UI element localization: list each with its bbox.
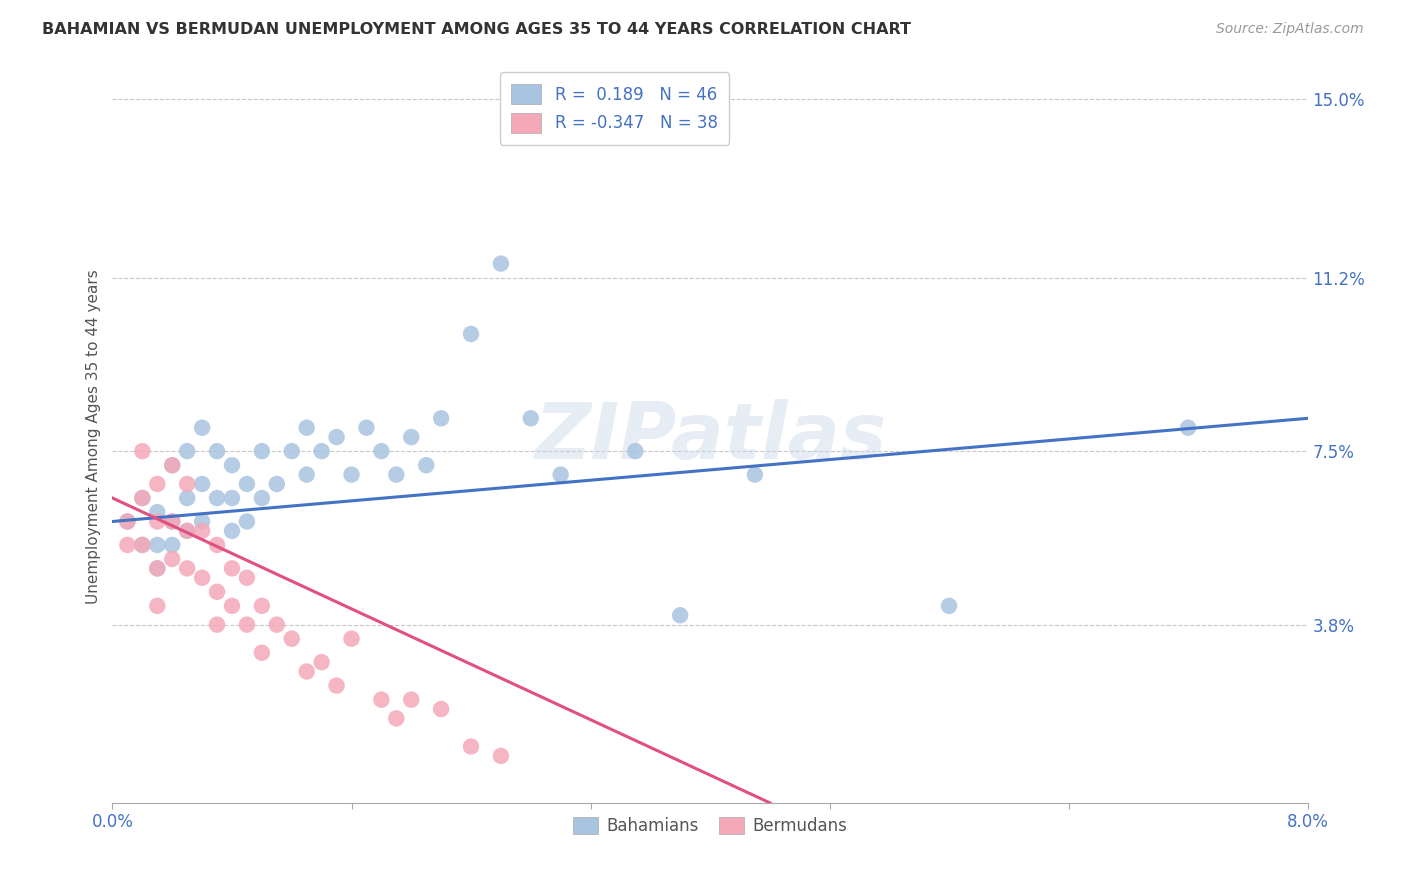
Point	[250, 491, 273, 505]
Point	[401, 692, 423, 706]
Text: Source: ZipAtlas.com: Source: ZipAtlas.com	[1216, 22, 1364, 37]
Point	[520, 411, 543, 425]
Point	[205, 538, 228, 552]
Point	[162, 515, 183, 529]
Point	[146, 561, 169, 575]
Point	[221, 458, 243, 473]
Point	[117, 538, 139, 552]
Point	[266, 477, 288, 491]
Y-axis label: Unemployment Among Ages 35 to 44 years: Unemployment Among Ages 35 to 44 years	[86, 269, 101, 605]
Point	[281, 444, 304, 458]
Point	[176, 561, 198, 575]
Legend: Bahamians, Bermudans: Bahamians, Bermudans	[567, 811, 853, 842]
Point	[266, 617, 288, 632]
Point	[205, 491, 228, 505]
Point	[385, 711, 408, 725]
Point	[340, 632, 363, 646]
Point	[250, 599, 273, 613]
Point	[460, 739, 482, 754]
Point	[295, 420, 318, 434]
Point	[131, 491, 153, 505]
Point	[131, 538, 153, 552]
Point	[1177, 420, 1199, 434]
Point	[624, 444, 647, 458]
Point	[176, 524, 198, 538]
Point	[131, 491, 153, 505]
Point	[489, 257, 512, 271]
Point	[281, 632, 304, 646]
Point	[340, 467, 363, 482]
Point	[460, 326, 482, 341]
Point	[236, 571, 259, 585]
Point	[162, 538, 183, 552]
Point	[221, 491, 243, 505]
Point	[176, 524, 198, 538]
Point	[146, 599, 169, 613]
Point	[236, 477, 259, 491]
Point	[191, 515, 214, 529]
Point	[191, 420, 214, 434]
Point	[205, 444, 228, 458]
Point	[325, 430, 347, 444]
Point	[295, 665, 318, 679]
Text: ZIPatlas: ZIPatlas	[534, 399, 886, 475]
Point	[162, 552, 183, 566]
Point	[325, 679, 347, 693]
Point	[176, 444, 198, 458]
Point	[191, 477, 214, 491]
Point	[131, 444, 153, 458]
Point	[221, 599, 243, 613]
Point	[162, 458, 183, 473]
Point	[146, 538, 169, 552]
Point	[938, 599, 960, 613]
Point	[401, 430, 423, 444]
Point	[370, 444, 392, 458]
Point	[221, 524, 243, 538]
Point	[311, 444, 333, 458]
Point	[311, 655, 333, 669]
Point	[236, 515, 259, 529]
Point	[356, 420, 378, 434]
Point	[117, 515, 139, 529]
Point	[146, 477, 169, 491]
Point	[162, 515, 183, 529]
Point	[176, 491, 198, 505]
Point	[205, 584, 228, 599]
Point	[176, 477, 198, 491]
Point	[205, 617, 228, 632]
Point	[430, 702, 453, 716]
Point	[744, 467, 766, 482]
Point	[250, 646, 273, 660]
Point	[146, 505, 169, 519]
Point	[117, 515, 139, 529]
Point	[295, 467, 318, 482]
Point	[430, 411, 453, 425]
Point	[385, 467, 408, 482]
Point	[146, 515, 169, 529]
Text: BAHAMIAN VS BERMUDAN UNEMPLOYMENT AMONG AGES 35 TO 44 YEARS CORRELATION CHART: BAHAMIAN VS BERMUDAN UNEMPLOYMENT AMONG …	[42, 22, 911, 37]
Point	[191, 571, 214, 585]
Point	[131, 538, 153, 552]
Point	[250, 444, 273, 458]
Point	[669, 608, 692, 623]
Point	[370, 692, 392, 706]
Point	[162, 458, 183, 473]
Point	[550, 467, 572, 482]
Point	[489, 748, 512, 763]
Point	[415, 458, 437, 473]
Point	[221, 561, 243, 575]
Point	[146, 561, 169, 575]
Point	[191, 524, 214, 538]
Point	[236, 617, 259, 632]
